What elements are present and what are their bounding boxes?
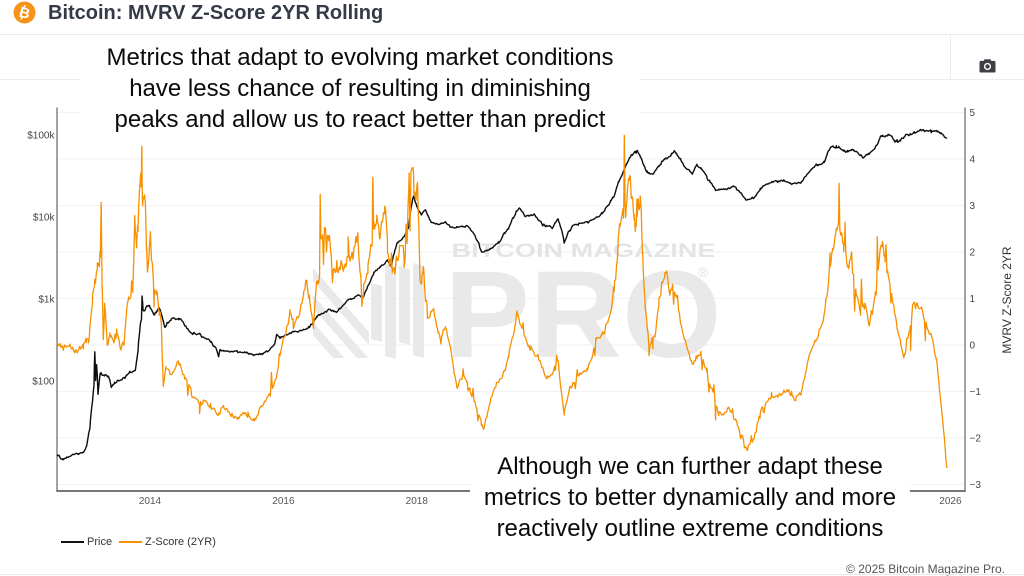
svg-text:5: 5 [970,108,976,119]
svg-text:−1: −1 [970,387,982,398]
svg-text:BITCOIN MAGAZINE: BITCOIN MAGAZINE [452,240,716,262]
svg-text:2: 2 [970,248,976,259]
svg-text:2016: 2016 [272,496,295,507]
svg-text:3: 3 [970,201,976,212]
svg-text:0: 0 [970,341,976,352]
svg-text:$1k: $1k [38,295,55,306]
svg-text:$100: $100 [32,377,55,388]
svg-text:−2: −2 [970,434,982,445]
svg-text:2014: 2014 [139,496,162,507]
svg-text:$100k: $100k [27,131,55,142]
svg-text:$10k: $10k [33,213,56,224]
svg-text:1: 1 [970,294,976,305]
svg-text:MVRV Z-Score 2YR: MVRV Z-Score 2YR [1000,246,1014,353]
svg-text:−3: −3 [970,480,982,491]
svg-text:2018: 2018 [406,496,429,507]
svg-text:4: 4 [970,155,976,166]
svg-text:®: ® [698,264,709,280]
svg-text:2026: 2026 [939,496,962,507]
svg-text:PRO: PRO [445,246,722,384]
